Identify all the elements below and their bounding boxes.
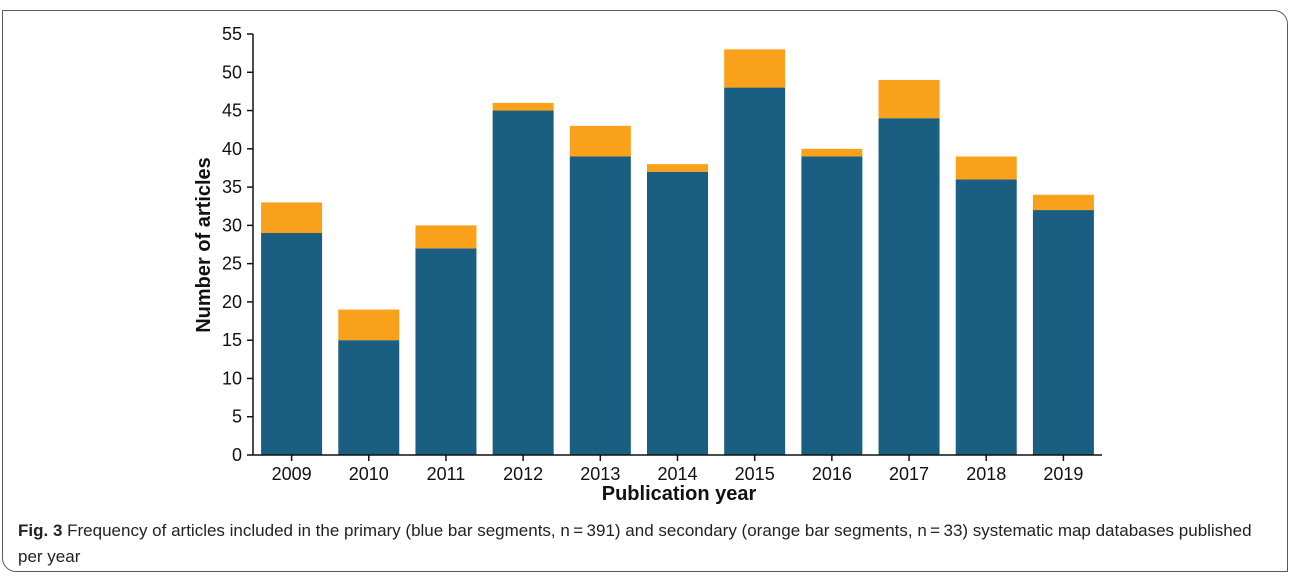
y-tick-label: 5	[232, 407, 242, 427]
x-tick-label: 2010	[349, 464, 389, 484]
bar-segment-primary-2017	[878, 118, 940, 455]
x-tick-label: 2015	[735, 464, 775, 484]
x-tick-label: 2013	[580, 464, 620, 484]
y-tick-label: 0	[232, 445, 242, 465]
figure-caption: Fig. 3 Frequency of articles included in…	[18, 518, 1268, 570]
figure-label: Fig. 3	[18, 521, 63, 540]
x-tick-label: 2017	[889, 464, 929, 484]
bar-segment-primary-2009	[261, 233, 323, 455]
bar-segment-primary-2012	[492, 110, 554, 455]
y-tick-label: 50	[222, 62, 242, 82]
bar-segment-secondary-2011	[415, 225, 477, 249]
bar-segment-primary-2011	[415, 248, 477, 455]
x-axis-title: Publication year	[602, 483, 757, 505]
bar-segment-primary-2014	[647, 171, 708, 456]
bar-segment-primary-2015	[724, 87, 786, 455]
x-tick-label: 2011	[427, 464, 466, 484]
bar-segment-secondary-2015	[724, 49, 786, 88]
bar-segment-primary-2013	[569, 156, 631, 456]
x-tick-label: 2009	[272, 464, 312, 484]
bar-segment-secondary-2013	[569, 125, 631, 157]
bar-segment-secondary-2017	[878, 79, 940, 119]
bar-segment-secondary-2016	[801, 148, 863, 157]
bar-segment-primary-2016	[801, 156, 863, 456]
y-tick-label: 10	[222, 368, 242, 388]
bar-segment-secondary-2012	[492, 102, 554, 111]
y-axis-title: Number of articles	[193, 157, 215, 333]
figure-caption-text: Frequency of articles included in the pr…	[18, 521, 1252, 566]
x-tick-label: 2014	[657, 464, 697, 484]
axes-group: 2009 2010 2011 2012 2013 2014 2015 2016 2017 2018…	[222, 24, 1102, 484]
bar-segment-primary-2018	[955, 179, 1017, 455]
bar-segment-primary-2019	[1032, 210, 1094, 455]
stacked-bar-chart: 2009 2010 2011 2012 2013 2014 2015 2016 2017 2018…	[193, 24, 1102, 505]
y-tick-label: 25	[222, 254, 242, 274]
y-tick-label: 15	[222, 330, 242, 350]
bar-segment-primary-2010	[338, 340, 400, 455]
bar-segment-secondary-2014	[647, 164, 708, 172]
bars-group	[261, 49, 1094, 456]
y-tick-label: 45	[222, 101, 242, 121]
bar-segment-secondary-2019	[1032, 194, 1094, 211]
bar-segment-secondary-2018	[955, 156, 1017, 180]
x-tick-label: 2012	[503, 464, 543, 484]
y-tick-label: 35	[222, 177, 242, 197]
y-tick-label: 30	[222, 215, 242, 235]
bar-segment-secondary-2010	[338, 309, 400, 341]
y-tick-label: 40	[222, 139, 242, 159]
x-tick-label: 2019	[1043, 464, 1083, 484]
bar-segment-secondary-2009	[261, 202, 323, 234]
x-tick-label: 2016	[812, 464, 852, 484]
x-tick-label: 2018	[966, 464, 1006, 484]
y-tick-label: 55	[222, 24, 242, 44]
y-tick-label: 20	[222, 292, 242, 312]
